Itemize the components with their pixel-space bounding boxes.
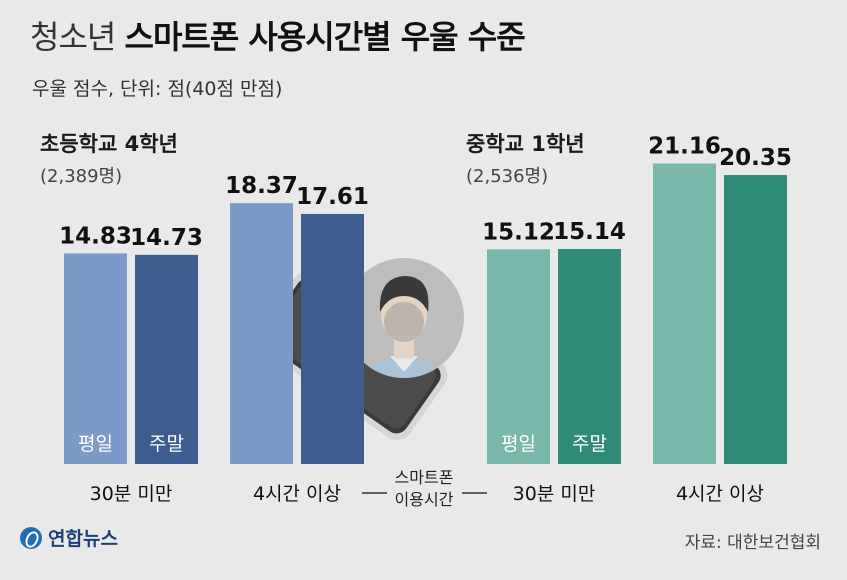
- title-light: 청소년: [30, 18, 116, 56]
- series-label-weekend: 주말: [149, 433, 184, 455]
- series-label-weekday: 평일: [501, 433, 536, 455]
- logo-text: 연합뉴스: [48, 528, 118, 550]
- middle-axis-label-line: 이용시간: [395, 490, 454, 509]
- value-label: 21.16: [648, 134, 721, 160]
- bar-elementary-0-weekday: [64, 253, 127, 464]
- series-label-weekend: 주말: [572, 433, 607, 455]
- source-note: 자료: 대한보건협회: [684, 533, 821, 553]
- bar-elementary-1-weekday: [230, 203, 293, 464]
- value-label: 18.37: [225, 173, 298, 199]
- bar-middle-0-weekday: [487, 249, 550, 464]
- bar-middle-1-weekend: [724, 175, 787, 464]
- value-label: 15.14: [553, 219, 626, 245]
- yonhap-logo: 연합뉴스: [20, 524, 118, 551]
- bar-elementary-1-weekend: [301, 213, 364, 464]
- yonhap-logo-icon: [20, 526, 42, 549]
- category-label: 30분 미만: [513, 483, 596, 505]
- series-label-weekday: 평일: [78, 433, 113, 455]
- chart-subtitle: 우울 점수, 단위: 점(40점 만점): [32, 78, 283, 100]
- value-label: 14.73: [130, 225, 203, 251]
- bar-middle-1-weekday: [653, 163, 716, 464]
- chart-title: 청소년 스마트폰 사용시간별 우울 수준: [30, 12, 526, 58]
- value-label: 20.35: [719, 145, 792, 171]
- middle-axis-label-line: 스마트폰: [395, 468, 454, 487]
- category-label: 4시간 이상: [676, 483, 764, 505]
- group-count-middle: (2,536명): [466, 166, 549, 187]
- category-label: 30분 미만: [90, 483, 173, 505]
- group-count-elementary: (2,389명): [40, 166, 123, 187]
- bar-middle-0-weekend: [558, 249, 621, 464]
- value-label: 15.12: [482, 219, 555, 245]
- value-label: 17.61: [296, 184, 369, 210]
- bar-elementary-0-weekend: [135, 254, 198, 464]
- group-title-elementary: 초등학교 4학년: [40, 132, 178, 156]
- group-title-middle: 중학교 1학년: [466, 132, 585, 156]
- title-bold: 스마트폰 사용시간별 우울 수준: [124, 18, 526, 56]
- value-label: 14.83: [59, 223, 132, 249]
- avatar-icon: [344, 258, 464, 378]
- category-label: 4시간 이상: [253, 483, 341, 505]
